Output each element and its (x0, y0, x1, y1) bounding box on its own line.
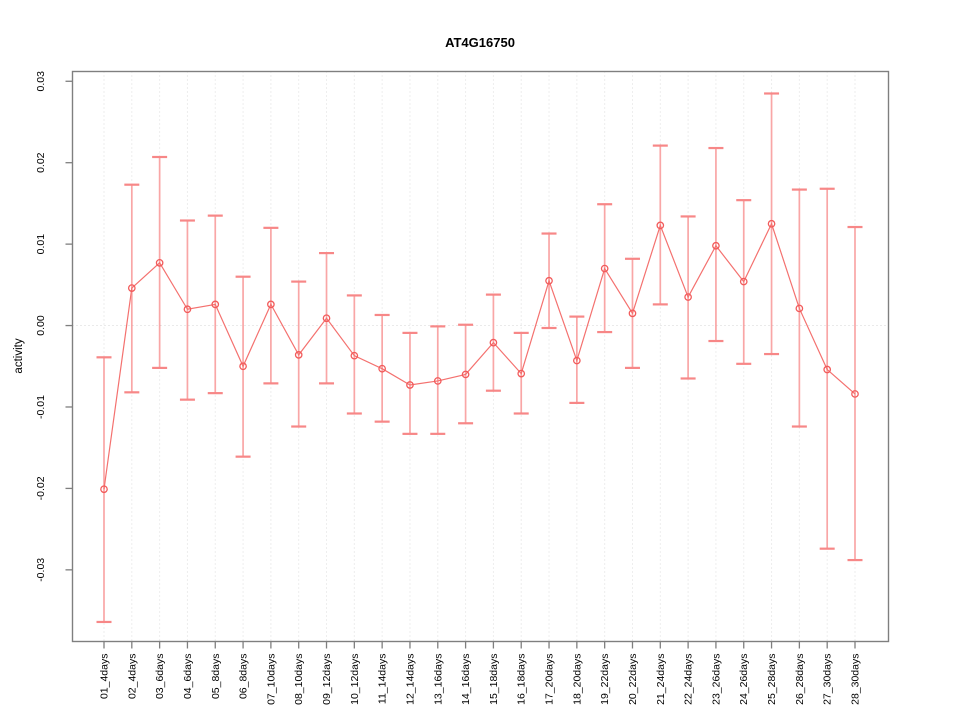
x-tick-label: 21_24days (655, 654, 667, 705)
data-point (684, 293, 692, 301)
x-tick-label: 04_6days (182, 654, 194, 700)
data-point (767, 219, 776, 228)
data-point (211, 300, 220, 309)
x-tick-label: 22_24days (683, 654, 695, 705)
data-point (795, 304, 804, 313)
plot-border (71, 70, 890, 643)
x-tick-label: 17_20days (544, 654, 556, 705)
data-point (406, 381, 414, 389)
x-tick-label: 02_4days (126, 654, 138, 700)
data-point (350, 351, 359, 360)
plot-layer: -0.03 -0.02 -0.01 0.00 0.01 0.02 0.03 01_4days 0… (35, 70, 890, 705)
y-axis-label: activity (13, 338, 25, 373)
data-point (739, 277, 748, 286)
series-line (103, 222, 856, 490)
data-point (239, 362, 247, 371)
y-tick-label: -0.03 (35, 558, 47, 582)
data-point (155, 259, 164, 267)
x-tick-label: 13_16days (432, 654, 444, 705)
x-tick-label: 05_8days (210, 654, 222, 700)
x-tick-label: 07_10days (265, 654, 277, 705)
x-tick-label: 09_12days (321, 654, 333, 705)
data-point (127, 284, 136, 292)
x-tick-label: 08_10days (293, 654, 305, 705)
x-tick-label: 25_28days (766, 654, 778, 705)
data-point (712, 241, 720, 250)
y-tick-label: 0.02 (35, 152, 47, 173)
data-point (294, 351, 303, 359)
x-tick-label: 10_12days (349, 654, 361, 705)
data-point (656, 221, 665, 230)
data-point (851, 390, 859, 398)
data-point (433, 377, 442, 385)
data-point (517, 369, 526, 378)
data-point (461, 370, 470, 379)
data-point (378, 364, 386, 373)
x-tick-label: 03_6days (154, 654, 166, 700)
y-tick-label: 0.03 (35, 71, 47, 92)
data-point (600, 264, 609, 273)
x-tick-label: 19_22days (599, 654, 611, 705)
x-tick-label: 01_4days (99, 654, 111, 700)
x-tick-label: 26_28days (794, 654, 806, 705)
x-tick-label: 14_16days (460, 654, 472, 705)
x-tick-label: 20_22days (627, 654, 639, 705)
data-point (322, 314, 331, 323)
x-tick-label: 27_30days (822, 654, 834, 705)
y-tick-label: 0.00 (35, 315, 47, 336)
x-tick-label: 24_26days (738, 654, 750, 705)
y-tick-label: -0.01 (35, 395, 47, 419)
x-tick-label: 06_8days (238, 654, 250, 700)
x-tick-label: 28_30days (850, 654, 862, 705)
chart-title: AT4G16750 (445, 35, 515, 50)
data-point (823, 365, 832, 374)
data-point (489, 338, 498, 347)
data-point (100, 485, 108, 494)
x-tick-label: 23_26days (710, 654, 722, 705)
x-tick-label: 12_14days (404, 654, 416, 705)
data-point (183, 305, 192, 314)
y-tick-label: 0.01 (35, 234, 47, 255)
x-tick-label: 11_14days (377, 654, 389, 705)
data-point (545, 276, 553, 285)
data-point (628, 309, 637, 318)
x-tick-label: 15_18days (488, 654, 500, 705)
x-tick-label: 16_18days (516, 654, 528, 705)
x-tick-label: 18_20days (571, 654, 583, 705)
data-point (267, 300, 275, 309)
data-point (573, 356, 581, 365)
y-tick-label: -0.02 (35, 476, 47, 500)
